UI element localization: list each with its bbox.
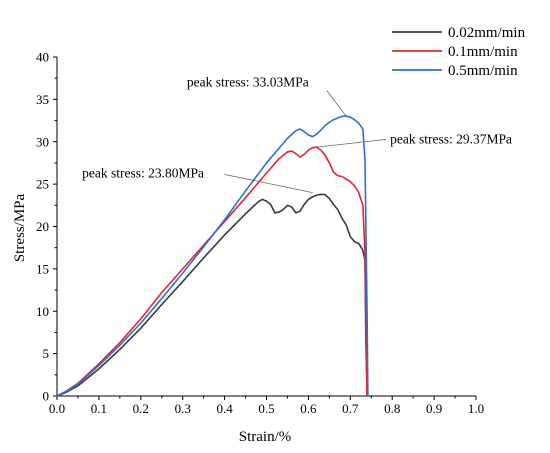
y-tick-label: 5 [43, 346, 50, 361]
x-tick-label: 0.4 [216, 401, 233, 416]
x-tick-label: 1.0 [468, 401, 484, 416]
legend-label-1: 0.02mm/min [448, 25, 526, 41]
annotation-layer: peak stress: 33.03MPa peak stress: 29.37M… [82, 75, 512, 193]
x-tick-label: 0.2 [133, 401, 149, 416]
peak-annotation-leader-2 [316, 139, 387, 148]
x-axis-title: Strain/% [239, 429, 292, 445]
peak-annotation-label-1: peak stress: 33.03MPa [187, 75, 309, 90]
axes: 0.0 0.1 0.2 0.3 0.4 0.5 0.6 0.7 0.8 0.9 1.0 0 5 10 15 2… [36, 50, 484, 417]
y-tick-label: 0 [43, 389, 50, 404]
x-tick-label: 0.5 [258, 401, 274, 416]
series-line-2 [56, 146, 368, 397]
peak-annotation-leader-1 [326, 90, 347, 117]
x-tick-label: 0.1 [91, 401, 107, 416]
y-axis-title: Stress/MPa [12, 193, 28, 262]
y-tick-label: 40 [36, 50, 49, 65]
x-tick-label: 0.3 [175, 401, 191, 416]
legend: 0.02mm/min 0.1mm/min 0.5mm/min [392, 25, 526, 79]
y-tick-label: 15 [36, 261, 49, 276]
x-tick-label: 0.0 [49, 401, 65, 416]
y-tick-label: 35 [36, 92, 49, 107]
peak-annotation-leader-3 [224, 173, 313, 193]
series-line-1 [56, 193, 368, 397]
x-tick-label: 0.6 [300, 401, 317, 416]
x-tick-label: 0.8 [384, 401, 400, 416]
x-tick-label: 0.7 [342, 401, 359, 416]
peak-annotation-label-3: peak stress: 23.80MPa [82, 165, 204, 180]
legend-label-3: 0.5mm/min [448, 63, 518, 79]
x-tick-label: 0.9 [426, 401, 442, 416]
series-layer [56, 115, 369, 397]
y-tick-label: 20 [36, 219, 49, 234]
y-tick-label: 30 [36, 134, 49, 149]
legend-label-2: 0.1mm/min [448, 44, 518, 60]
series-line-3 [56, 115, 369, 397]
y-tick-label: 25 [36, 177, 49, 192]
peak-annotation-label-2: peak stress: 29.37MPa [390, 131, 512, 146]
y-tick-label: 10 [36, 304, 49, 319]
